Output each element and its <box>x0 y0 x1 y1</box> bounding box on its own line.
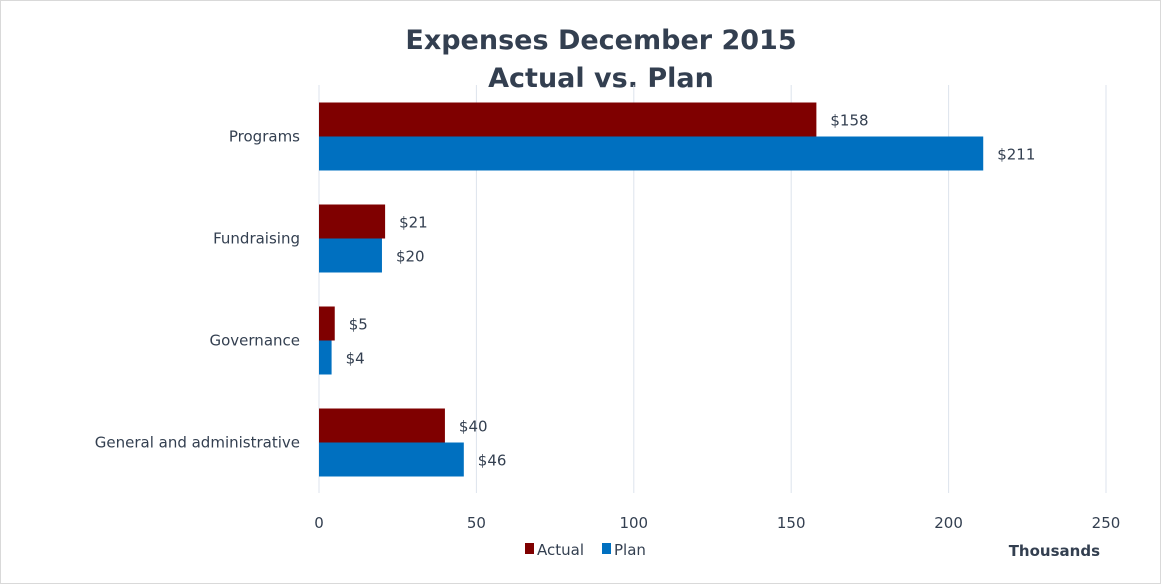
data-label: $4 <box>346 350 365 368</box>
bar-actual <box>319 204 386 239</box>
bar-actual <box>319 306 335 341</box>
x-tick-label: 150 <box>777 514 806 532</box>
legend-label-plan: Plan <box>614 541 646 559</box>
category-label: Governance <box>210 332 301 350</box>
x-tick-label: 100 <box>619 514 648 532</box>
data-label: $40 <box>459 418 488 436</box>
category-label: General and administrative <box>95 434 300 452</box>
legend-label-actual: Actual <box>537 541 584 559</box>
data-label: $211 <box>997 146 1035 164</box>
legend-swatch-actual <box>525 543 534 554</box>
chart-subtitle: Actual vs. Plan <box>488 63 714 94</box>
category-label: Programs <box>229 128 300 146</box>
bar-plan <box>319 442 464 477</box>
data-label: $5 <box>349 316 368 334</box>
data-label: $20 <box>396 248 425 266</box>
bar-plan <box>319 136 984 171</box>
bar-actual <box>319 102 817 137</box>
bar-plan <box>319 340 332 375</box>
x-tick-label: 250 <box>1092 514 1121 532</box>
chart-title: Expenses December 2015 <box>405 25 796 56</box>
legend-swatch-plan <box>602 543 611 554</box>
data-label: $21 <box>399 214 428 232</box>
x-tick-label: 50 <box>467 514 486 532</box>
data-label: $46 <box>478 452 507 470</box>
x-tick-label: 200 <box>934 514 963 532</box>
x-tick-label: 0 <box>314 514 324 532</box>
bar-plan <box>319 238 382 273</box>
data-label: $158 <box>830 112 868 130</box>
x-axis-label: Thousands <box>1009 542 1100 560</box>
category-label: Fundraising <box>213 230 300 248</box>
bar-actual <box>319 408 445 443</box>
